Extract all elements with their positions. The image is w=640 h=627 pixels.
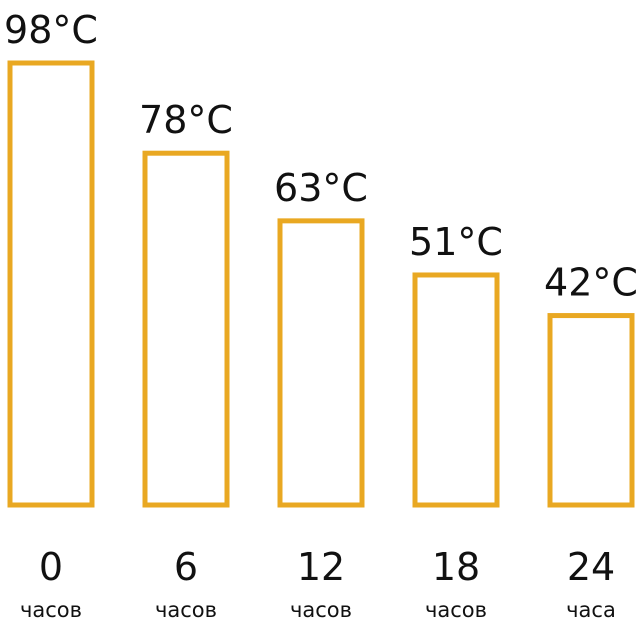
bar bbox=[277, 218, 365, 508]
bar bbox=[547, 313, 635, 508]
category-number: 6 bbox=[174, 545, 198, 589]
bar bbox=[7, 60, 95, 508]
value-label: 42°C bbox=[544, 261, 638, 305]
category-unit: часов bbox=[425, 598, 487, 622]
category-number: 18 bbox=[432, 545, 480, 589]
category-number: 0 bbox=[39, 545, 63, 589]
value-label: 51°C bbox=[409, 220, 503, 264]
category-unit: часа bbox=[566, 598, 616, 622]
category-number: 24 bbox=[567, 545, 615, 589]
category-unit: часов bbox=[155, 598, 217, 622]
bar bbox=[142, 150, 230, 508]
value-label: 78°C bbox=[139, 98, 233, 142]
value-label: 63°C bbox=[274, 166, 368, 210]
category-number: 12 bbox=[297, 545, 345, 589]
bar bbox=[412, 272, 500, 508]
value-label: 98°C bbox=[4, 8, 98, 52]
category-unit: часов bbox=[290, 598, 352, 622]
category-unit: часов bbox=[20, 598, 82, 622]
